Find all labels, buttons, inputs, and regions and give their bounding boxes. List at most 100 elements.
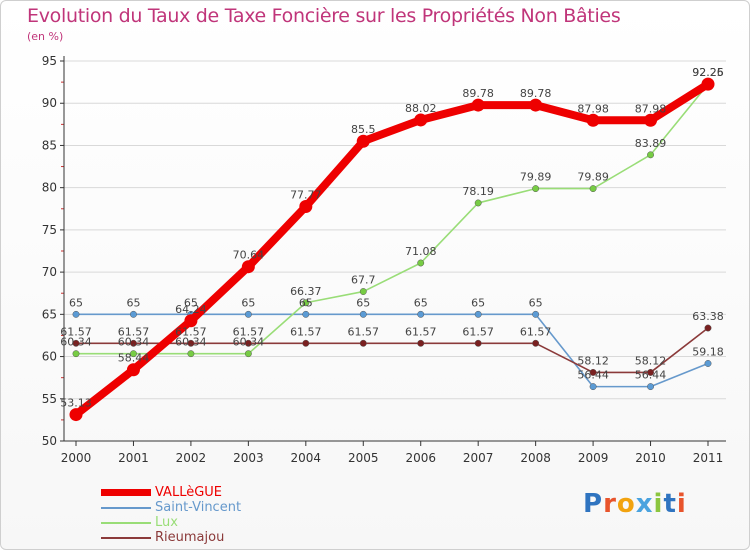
y-tick-label: 55 xyxy=(42,392,57,406)
data-label: 66.37 xyxy=(290,285,322,298)
data-point xyxy=(130,350,137,358)
data-point xyxy=(704,360,712,367)
data-point xyxy=(302,299,310,307)
data-point xyxy=(589,185,597,193)
data-label: 79.89 xyxy=(577,171,609,184)
data-label: 61.57 xyxy=(405,325,437,338)
logo-letter: x xyxy=(635,489,654,519)
data-label: 87.98 xyxy=(577,102,609,115)
data-point xyxy=(184,314,198,328)
data-label: 61.57 xyxy=(348,325,380,338)
data-label: 71.08 xyxy=(405,245,437,258)
data-label: 65 xyxy=(69,296,83,309)
data-label: 65 xyxy=(356,296,370,309)
x-tick-label: 2007 xyxy=(463,451,494,465)
y-tick-label: 65 xyxy=(42,307,57,321)
data-label: 65 xyxy=(184,296,198,309)
data-point xyxy=(241,260,255,274)
data-point xyxy=(532,339,540,347)
data-point xyxy=(359,310,367,318)
y-tick-label: 95 xyxy=(42,54,57,68)
data-point xyxy=(356,134,370,148)
data-point xyxy=(187,339,195,347)
y-tick-label: 90 xyxy=(42,96,57,110)
data-point xyxy=(72,310,80,318)
data-label: 65 xyxy=(126,296,140,309)
y-tick-label: 80 xyxy=(42,181,57,195)
data-label: 89.78 xyxy=(462,87,494,100)
data-point xyxy=(187,350,195,358)
y-tick-label: 85 xyxy=(42,138,57,152)
data-label: 61.57 xyxy=(462,325,494,338)
data-label: 56.44 xyxy=(577,369,609,382)
data-point xyxy=(130,339,137,347)
data-label: 78.19 xyxy=(462,185,494,198)
series-line-vallègue xyxy=(72,80,712,419)
data-label: 87.98 xyxy=(635,102,667,115)
legend-label: VALLèGUE xyxy=(155,485,223,500)
series-line-saint-vincent xyxy=(75,313,709,388)
data-point xyxy=(471,98,485,112)
data-point xyxy=(586,113,600,127)
data-label: 65 xyxy=(241,296,255,309)
data-label: 83.89 xyxy=(635,137,667,150)
data-point xyxy=(299,199,313,213)
data-point xyxy=(417,339,425,347)
data-label: 64.24 xyxy=(175,303,207,316)
data-label: 56.44 xyxy=(635,369,667,382)
data-point xyxy=(417,310,425,318)
data-label: 89.78 xyxy=(520,87,552,100)
x-tick-label: 2002 xyxy=(176,451,207,465)
data-point xyxy=(704,324,712,332)
x-tick-label: 2006 xyxy=(405,451,436,465)
data-label: 58.12 xyxy=(577,354,609,367)
series-line-lux xyxy=(75,83,709,355)
data-label: 61.57 xyxy=(60,325,92,338)
y-tick-label: 50 xyxy=(42,434,57,448)
data-label: 59.18 xyxy=(692,345,724,358)
x-tick-label: 2010 xyxy=(635,451,666,465)
logo-letter: o xyxy=(616,489,636,519)
data-point xyxy=(359,288,367,295)
data-point xyxy=(589,368,597,376)
data-point xyxy=(302,310,310,318)
x-tick-label: 2001 xyxy=(118,451,149,465)
logo-letter: t xyxy=(663,489,677,519)
legend-label: Rieumajou xyxy=(155,530,225,545)
data-point xyxy=(72,350,80,358)
data-label: 60.34 xyxy=(118,336,150,349)
data-label: 60.34 xyxy=(60,336,92,349)
data-point xyxy=(417,259,425,267)
data-point xyxy=(474,339,482,347)
y-axis-unit: (en %) xyxy=(27,30,64,43)
y-tick-label: 60 xyxy=(42,350,57,364)
x-tick-label: 2005 xyxy=(348,451,379,465)
data-point xyxy=(244,350,252,358)
logo-letter: i xyxy=(676,489,687,519)
data-label: 58.12 xyxy=(635,354,667,367)
x-tick-label: 2003 xyxy=(233,451,264,465)
legend-swatch xyxy=(101,537,151,539)
data-point xyxy=(302,339,310,347)
data-label: 61.57 xyxy=(233,325,265,338)
data-label: 61.57 xyxy=(520,325,552,338)
x-tick-label: 2004 xyxy=(291,451,322,465)
chart-title: Evolution du Taux de Taxe Foncière sur l… xyxy=(27,5,621,27)
y-tick-label: 75 xyxy=(42,223,57,237)
data-label: 67.7 xyxy=(351,274,376,287)
data-label: 58.44 xyxy=(118,352,150,365)
data-point xyxy=(532,185,540,193)
y-tick-label: 70 xyxy=(42,265,57,279)
data-label: 60.34 xyxy=(175,336,207,349)
data-label: 65 xyxy=(471,296,485,309)
data-point xyxy=(72,339,80,347)
data-label: 88.02 xyxy=(405,102,437,115)
data-label: 92.26 xyxy=(692,66,724,79)
data-label: 53.13 xyxy=(60,397,92,410)
legend-swatch xyxy=(101,507,151,509)
data-point xyxy=(69,408,83,422)
x-tick-label: 2011 xyxy=(693,451,724,465)
data-point xyxy=(589,383,597,391)
